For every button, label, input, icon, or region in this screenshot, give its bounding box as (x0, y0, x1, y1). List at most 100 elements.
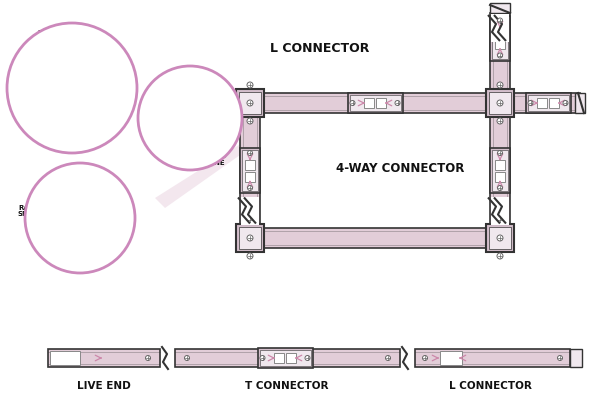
Bar (245, 160, 255, 170)
Bar (500, 94, 580, 114)
Circle shape (247, 254, 253, 259)
Bar (490, 228, 510, 248)
Text: LIVE END: LIVE END (77, 380, 131, 390)
Bar (100, 84, 104, 90)
Bar (575, 94, 585, 114)
Circle shape (497, 101, 503, 107)
Bar (495, 160, 505, 170)
Text: RAISED
SPLINE: RAISED SPLINE (38, 30, 67, 43)
Circle shape (7, 24, 137, 154)
Bar (40, 75, 44, 81)
Bar (30, 47, 114, 131)
Bar (100, 75, 104, 81)
Bar (100, 93, 104, 99)
Bar (490, 4, 510, 14)
Bar (490, 17, 510, 62)
Circle shape (146, 356, 151, 361)
Bar (245, 172, 255, 182)
Circle shape (528, 101, 533, 106)
Bar (50, 351, 80, 365)
Bar (486, 224, 514, 252)
Bar (42, 57, 62, 121)
Circle shape (305, 356, 310, 361)
Bar (347, 94, 403, 114)
Bar (490, 104, 510, 238)
Bar (240, 94, 260, 114)
Bar (100, 102, 104, 108)
Circle shape (497, 54, 503, 59)
Circle shape (497, 218, 503, 223)
Bar (239, 93, 261, 115)
Bar (40, 66, 44, 72)
Bar (236, 224, 264, 252)
Bar (100, 111, 104, 117)
Bar (66, 53, 78, 125)
Bar (82, 57, 102, 121)
Bar (489, 93, 511, 115)
Text: L CONNECTOR: L CONNECTOR (271, 43, 370, 55)
Bar (549, 99, 559, 109)
Bar (492, 19, 508, 59)
Circle shape (260, 356, 265, 361)
Bar (489, 228, 511, 249)
Bar (181, 112, 199, 126)
Circle shape (186, 129, 194, 137)
Bar (40, 111, 44, 117)
Circle shape (25, 164, 135, 273)
Bar (491, 197, 509, 225)
Bar (40, 102, 44, 108)
Bar (491, 15, 509, 43)
Bar (490, 149, 510, 194)
Text: T CONNECTOR: T CONNECTOR (245, 380, 329, 390)
Bar (242, 151, 258, 192)
Bar (40, 84, 44, 90)
Bar (34, 53, 110, 125)
Bar (240, 104, 260, 238)
Bar (490, 94, 510, 114)
Bar (492, 151, 508, 192)
Bar (100, 57, 104, 63)
Circle shape (422, 356, 427, 361)
Bar (527, 96, 569, 112)
Circle shape (497, 254, 503, 259)
Circle shape (247, 119, 253, 125)
Bar (537, 99, 547, 109)
Circle shape (497, 151, 503, 156)
Bar (349, 96, 401, 112)
Circle shape (247, 235, 253, 242)
Bar (274, 353, 284, 363)
Bar (250, 94, 500, 114)
Text: 4-WAY CONNECTOR: 4-WAY CONNECTOR (336, 162, 464, 175)
Text: L CONNECTOR: L CONNECTOR (449, 380, 532, 390)
Circle shape (247, 218, 253, 223)
Circle shape (350, 101, 355, 106)
Text: RAISED
SPLINE: RAISED SPLINE (18, 204, 47, 217)
Bar (376, 99, 386, 109)
Bar (172, 109, 208, 129)
Circle shape (209, 113, 215, 118)
Bar (40, 93, 44, 99)
Polygon shape (155, 139, 250, 209)
Bar (570, 349, 582, 367)
Bar (486, 90, 514, 118)
Bar (490, 14, 510, 104)
Bar (175, 349, 400, 367)
Bar (239, 228, 261, 249)
Circle shape (497, 119, 503, 125)
Bar (146, 123, 234, 131)
Bar (240, 228, 260, 248)
FancyBboxPatch shape (71, 210, 89, 227)
Bar (236, 90, 264, 118)
Circle shape (497, 19, 503, 24)
Circle shape (81, 240, 91, 249)
Bar (495, 28, 505, 38)
Circle shape (185, 356, 190, 361)
Circle shape (247, 83, 253, 89)
Text: RAISED
SPLINE: RAISED SPLINE (198, 153, 227, 166)
Bar (495, 40, 505, 50)
Polygon shape (190, 99, 250, 139)
Bar (415, 349, 570, 367)
Circle shape (247, 101, 253, 107)
Bar (257, 348, 313, 368)
Bar (40, 57, 44, 63)
